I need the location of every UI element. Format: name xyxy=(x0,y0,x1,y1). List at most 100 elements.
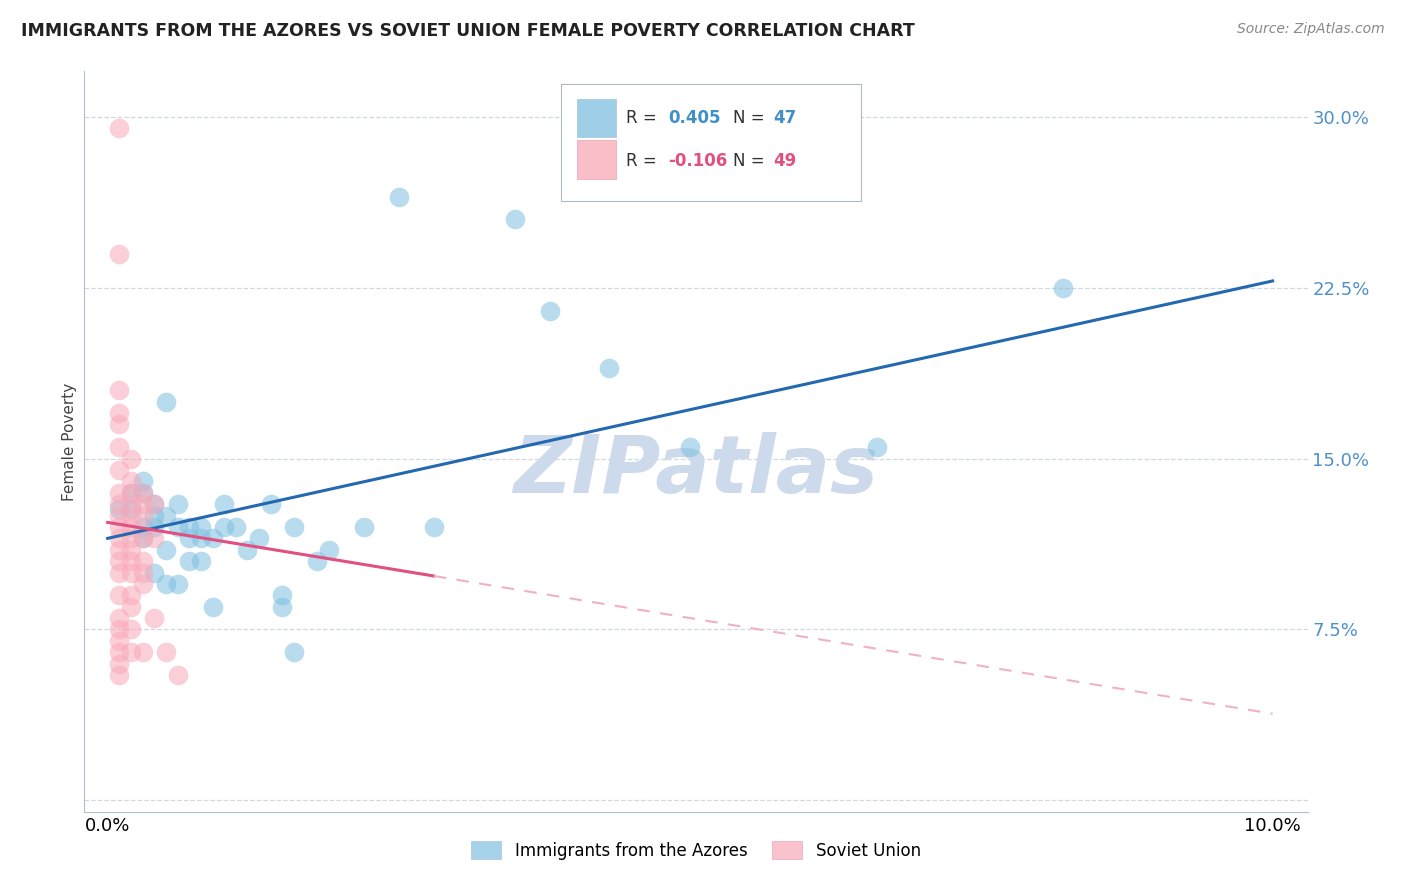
Point xyxy=(120,588,142,602)
Point xyxy=(108,508,131,523)
Point xyxy=(179,554,201,568)
Point xyxy=(120,508,142,523)
Point xyxy=(201,599,224,614)
Point xyxy=(143,497,166,511)
Point xyxy=(131,645,153,659)
Point xyxy=(131,485,153,500)
Point xyxy=(108,633,131,648)
Text: N =: N = xyxy=(733,109,765,127)
Point xyxy=(120,520,142,534)
Point xyxy=(108,554,131,568)
Point xyxy=(108,246,131,260)
Point xyxy=(283,520,305,534)
Point xyxy=(120,645,142,659)
Point xyxy=(271,588,294,602)
Text: R =: R = xyxy=(626,152,657,170)
Point xyxy=(505,212,527,227)
Point xyxy=(108,645,131,659)
Point xyxy=(120,566,142,580)
Point xyxy=(423,520,446,534)
Point xyxy=(131,532,153,546)
Point xyxy=(271,599,294,614)
Text: ZIPatlas: ZIPatlas xyxy=(513,432,879,510)
Point xyxy=(131,577,153,591)
Point xyxy=(120,501,142,516)
Point xyxy=(318,542,340,557)
FancyBboxPatch shape xyxy=(578,140,616,178)
Point xyxy=(143,566,166,580)
Point xyxy=(236,542,259,557)
Point xyxy=(260,497,283,511)
Point xyxy=(166,577,188,591)
Point xyxy=(155,508,177,523)
Point xyxy=(131,508,153,523)
Point xyxy=(155,394,177,409)
Point xyxy=(131,475,153,489)
Point xyxy=(120,532,142,546)
Point xyxy=(120,485,142,500)
Point xyxy=(120,475,142,489)
Point xyxy=(166,497,188,511)
Point xyxy=(155,577,177,591)
Point xyxy=(108,440,131,454)
Point xyxy=(307,554,329,568)
Text: IMMIGRANTS FROM THE AZORES VS SOVIET UNION FEMALE POVERTY CORRELATION CHART: IMMIGRANTS FROM THE AZORES VS SOVIET UNI… xyxy=(21,22,915,40)
Point xyxy=(143,611,166,625)
Point xyxy=(131,520,153,534)
Point xyxy=(108,497,131,511)
Point xyxy=(120,485,142,500)
Point xyxy=(120,497,142,511)
Text: 0.405: 0.405 xyxy=(668,109,720,127)
Point xyxy=(108,417,131,432)
Point xyxy=(1052,281,1074,295)
Point xyxy=(108,657,131,671)
Point xyxy=(108,542,131,557)
Y-axis label: Female Poverty: Female Poverty xyxy=(62,383,77,500)
Point xyxy=(108,532,131,546)
Point xyxy=(120,599,142,614)
Point xyxy=(155,645,177,659)
Point xyxy=(212,497,235,511)
Point xyxy=(131,566,153,580)
Point xyxy=(190,520,212,534)
Text: N =: N = xyxy=(733,152,765,170)
Point xyxy=(131,497,153,511)
Point xyxy=(201,532,224,546)
Point xyxy=(108,406,131,420)
Point xyxy=(108,588,131,602)
Point xyxy=(212,520,235,534)
Text: 47: 47 xyxy=(773,109,796,127)
Point xyxy=(131,485,153,500)
Point xyxy=(538,303,561,318)
Point xyxy=(120,542,142,557)
Point xyxy=(108,463,131,477)
Point xyxy=(143,508,166,523)
Text: 49: 49 xyxy=(773,152,796,170)
Point xyxy=(190,532,212,546)
Point xyxy=(143,520,166,534)
Point xyxy=(247,532,270,546)
Point xyxy=(108,121,131,136)
Point xyxy=(353,520,375,534)
Point xyxy=(131,554,153,568)
Point xyxy=(143,497,166,511)
Point xyxy=(179,532,201,546)
Point xyxy=(166,668,188,682)
Point xyxy=(225,520,247,534)
Point xyxy=(865,440,887,454)
Point xyxy=(108,566,131,580)
Point xyxy=(108,611,131,625)
Point xyxy=(120,623,142,637)
Point xyxy=(108,384,131,398)
Point xyxy=(108,501,131,516)
Legend: Immigrants from the Azores, Soviet Union: Immigrants from the Azores, Soviet Union xyxy=(464,835,928,866)
Point xyxy=(179,520,201,534)
Text: -0.106: -0.106 xyxy=(668,152,727,170)
Point xyxy=(108,520,131,534)
Text: Source: ZipAtlas.com: Source: ZipAtlas.com xyxy=(1237,22,1385,37)
Point xyxy=(108,668,131,682)
Point xyxy=(108,485,131,500)
Point xyxy=(143,532,166,546)
Point xyxy=(131,532,153,546)
Point xyxy=(598,360,620,375)
